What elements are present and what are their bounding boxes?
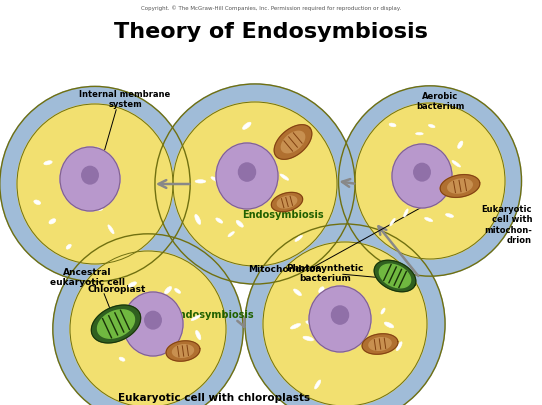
Ellipse shape xyxy=(245,224,445,405)
Ellipse shape xyxy=(294,289,301,296)
Ellipse shape xyxy=(306,321,313,325)
Text: Eukaryotic cell with chloroplasts: Eukaryotic cell with chloroplasts xyxy=(118,392,310,402)
Ellipse shape xyxy=(404,209,408,217)
Ellipse shape xyxy=(216,218,223,224)
Ellipse shape xyxy=(303,337,314,341)
Text: Chloroplast: Chloroplast xyxy=(87,284,145,293)
Ellipse shape xyxy=(389,124,396,128)
Text: Eukaryotic
cell with
mitochon-
drion: Eukaryotic cell with mitochon- drion xyxy=(481,205,532,245)
Ellipse shape xyxy=(66,245,71,249)
Polygon shape xyxy=(172,345,193,358)
Ellipse shape xyxy=(60,148,120,211)
Ellipse shape xyxy=(291,324,301,329)
Ellipse shape xyxy=(242,123,251,130)
Ellipse shape xyxy=(452,161,461,168)
Ellipse shape xyxy=(82,167,98,185)
Polygon shape xyxy=(379,264,411,288)
Ellipse shape xyxy=(155,85,355,284)
Ellipse shape xyxy=(339,87,521,277)
Ellipse shape xyxy=(280,175,289,181)
Polygon shape xyxy=(98,310,134,338)
Ellipse shape xyxy=(236,221,243,228)
Ellipse shape xyxy=(34,200,41,205)
Ellipse shape xyxy=(44,161,52,166)
Ellipse shape xyxy=(381,308,385,314)
Ellipse shape xyxy=(314,380,321,389)
Ellipse shape xyxy=(128,282,137,288)
Ellipse shape xyxy=(228,232,234,237)
Ellipse shape xyxy=(121,313,131,317)
Ellipse shape xyxy=(94,207,103,211)
Ellipse shape xyxy=(173,103,337,266)
Ellipse shape xyxy=(108,225,114,234)
Polygon shape xyxy=(369,338,391,350)
Ellipse shape xyxy=(216,144,278,209)
Ellipse shape xyxy=(181,351,187,356)
Polygon shape xyxy=(166,341,200,361)
Ellipse shape xyxy=(164,287,172,294)
Ellipse shape xyxy=(263,243,427,405)
Polygon shape xyxy=(440,175,480,198)
Ellipse shape xyxy=(191,315,201,321)
Ellipse shape xyxy=(92,328,100,335)
Text: Copyright. © The McGraw-Hill Companies, Inc. Permission required for reproductio: Copyright. © The McGraw-Hill Companies, … xyxy=(141,5,401,11)
Ellipse shape xyxy=(175,289,180,294)
Polygon shape xyxy=(374,261,416,292)
Text: Photosynthetic
bacterium: Photosynthetic bacterium xyxy=(286,263,364,283)
Ellipse shape xyxy=(119,357,125,361)
Ellipse shape xyxy=(457,142,463,149)
Text: Aerobic
bacterium: Aerobic bacterium xyxy=(416,92,464,111)
Ellipse shape xyxy=(332,306,349,324)
Ellipse shape xyxy=(396,342,402,351)
Polygon shape xyxy=(448,179,472,194)
Ellipse shape xyxy=(70,252,226,405)
Ellipse shape xyxy=(62,191,70,194)
Polygon shape xyxy=(274,126,312,160)
Ellipse shape xyxy=(446,214,454,218)
Ellipse shape xyxy=(309,286,371,352)
Polygon shape xyxy=(92,305,140,343)
Ellipse shape xyxy=(0,87,190,282)
Ellipse shape xyxy=(81,155,91,159)
Ellipse shape xyxy=(414,164,430,181)
Ellipse shape xyxy=(195,215,201,225)
Ellipse shape xyxy=(53,234,243,405)
Text: Endosymbiosis: Endosymbiosis xyxy=(172,309,254,319)
Text: Endosymbiosis: Endosymbiosis xyxy=(242,209,324,220)
Ellipse shape xyxy=(424,218,433,222)
Ellipse shape xyxy=(238,164,255,182)
Polygon shape xyxy=(272,193,302,212)
Ellipse shape xyxy=(416,133,423,136)
Ellipse shape xyxy=(211,177,219,182)
Ellipse shape xyxy=(392,145,452,209)
Ellipse shape xyxy=(145,311,162,329)
Text: Mitochondrion: Mitochondrion xyxy=(248,264,322,273)
Polygon shape xyxy=(278,196,296,209)
Text: Ancestral
eukaryotic cell: Ancestral eukaryotic cell xyxy=(49,267,125,287)
Polygon shape xyxy=(362,334,398,354)
Ellipse shape xyxy=(49,219,56,224)
Ellipse shape xyxy=(17,105,173,264)
Ellipse shape xyxy=(97,148,103,156)
Ellipse shape xyxy=(384,322,393,328)
Ellipse shape xyxy=(355,104,505,259)
Polygon shape xyxy=(281,132,305,153)
Ellipse shape xyxy=(428,125,435,128)
Ellipse shape xyxy=(196,330,201,340)
Ellipse shape xyxy=(195,180,206,183)
Ellipse shape xyxy=(390,219,395,226)
Ellipse shape xyxy=(123,292,183,356)
Ellipse shape xyxy=(295,236,302,242)
Text: Theory of Endosymbiosis: Theory of Endosymbiosis xyxy=(114,22,428,42)
Ellipse shape xyxy=(319,287,324,294)
Text: Internal membrane
system: Internal membrane system xyxy=(79,90,171,109)
